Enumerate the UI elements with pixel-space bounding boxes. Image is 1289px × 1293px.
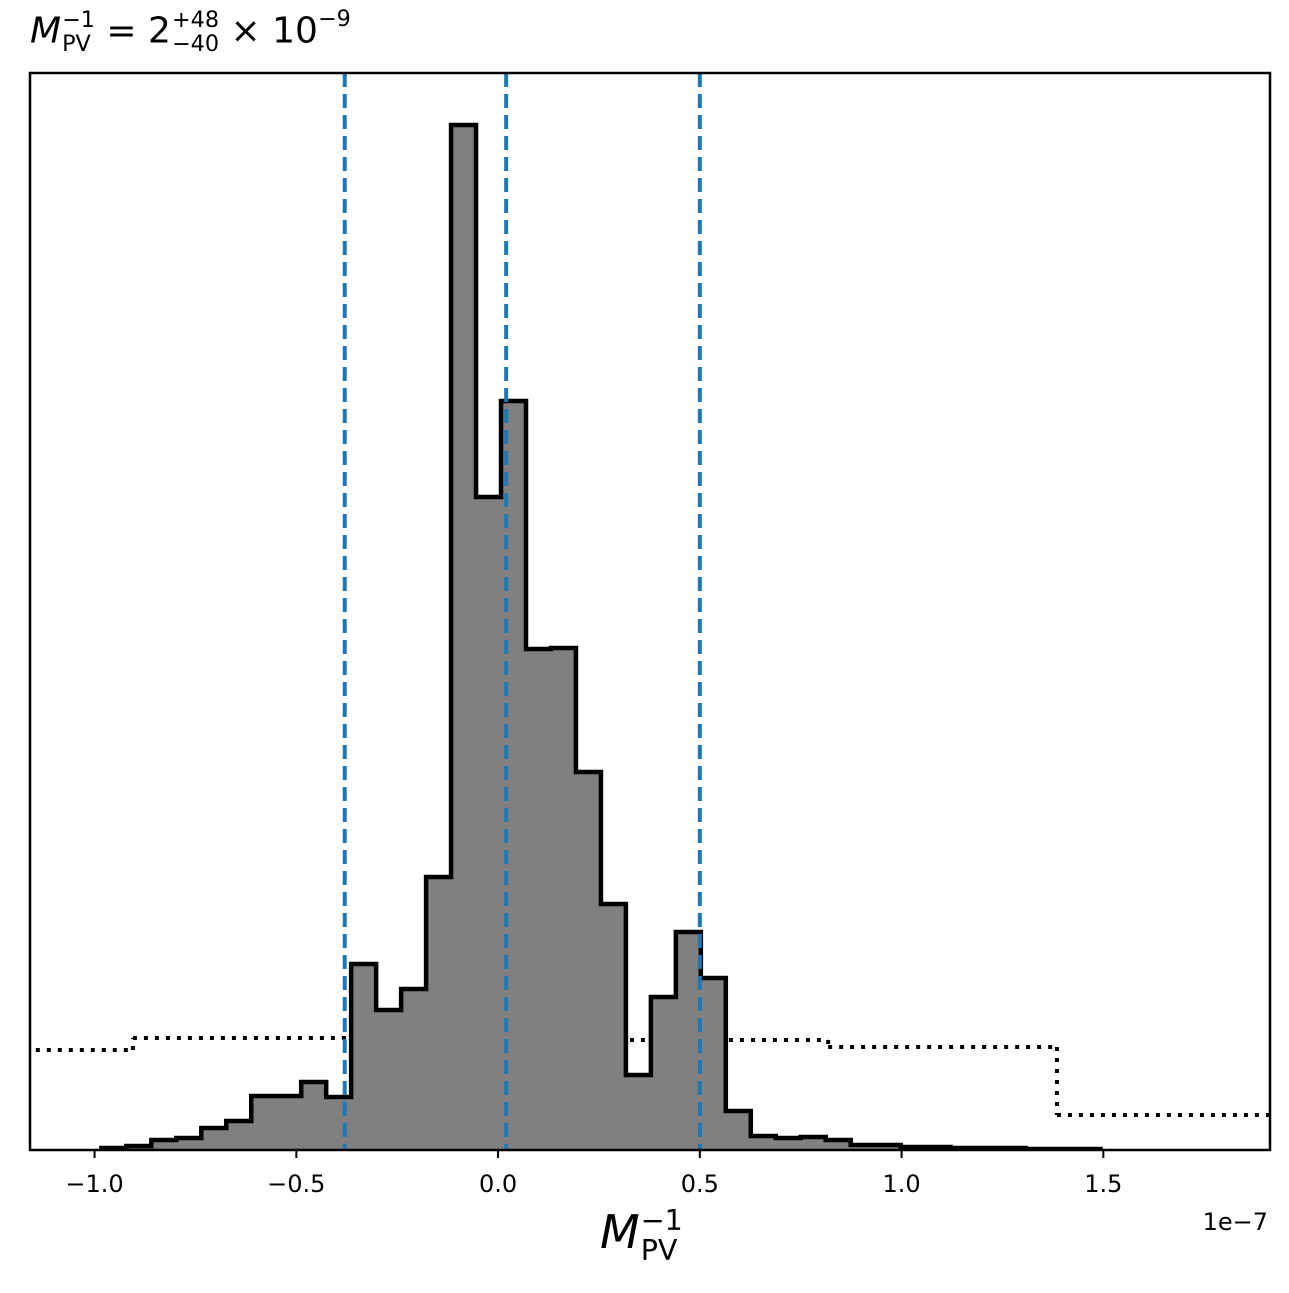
title-base: 10 <box>272 10 318 52</box>
axes-frame <box>28 71 1272 1152</box>
histogram-bar <box>151 1140 177 1150</box>
histogram-outline <box>99 122 1103 1150</box>
title-minus: −40 <box>171 30 220 57</box>
histogram-bar <box>176 1138 202 1150</box>
histogram-bar <box>376 1010 402 1150</box>
histogram-bar <box>426 877 452 1150</box>
x-tick-label: 0.0 <box>479 1170 517 1198</box>
histogram-bar <box>650 997 677 1150</box>
histogram-bar <box>326 1097 352 1150</box>
x-tick-label: −1.0 <box>65 1170 123 1198</box>
histogram-bar <box>226 1121 252 1150</box>
title-median: 2 <box>148 10 171 52</box>
histogram-bar <box>301 1082 327 1150</box>
histogram-bar <box>625 1075 652 1150</box>
xlabel-symbol: M <box>600 1205 640 1259</box>
histogram-bar <box>750 1136 777 1150</box>
histogram-bar <box>575 772 602 1150</box>
xlabel-sub: PV <box>640 1233 678 1267</box>
histogram-bar <box>875 1145 902 1150</box>
x-offset-label: 1e−7 <box>1203 1208 1268 1236</box>
title-times: × <box>230 10 261 52</box>
histogram-bar <box>351 964 377 1150</box>
histogram-bar <box>700 978 727 1150</box>
chart-title: M −1 PV = 2 +48 −40 × 10−9 <box>30 6 351 56</box>
xlabel-scripts: −1 PV <box>640 1203 683 1267</box>
histogram-bar <box>825 1140 852 1150</box>
histogram-bar <box>675 932 702 1150</box>
x-tick-label: 1.5 <box>1084 1170 1122 1198</box>
histogram-bar <box>276 1096 302 1150</box>
title-exponent: −9 <box>317 6 351 32</box>
histogram-bar <box>550 648 577 1150</box>
x-tick-label: 1.0 <box>883 1170 921 1198</box>
histogram-bar <box>451 125 477 1150</box>
title-scripts: −1 PV <box>62 7 95 57</box>
histogram-bar <box>201 1128 227 1150</box>
histogram-bar <box>401 989 427 1150</box>
plot-area <box>30 73 1270 1150</box>
histogram-bar <box>600 904 627 1150</box>
x-axis-label: M −1 PV <box>600 1205 683 1265</box>
histogram-bar <box>775 1138 802 1150</box>
x-tick-label: 0.5 <box>681 1170 719 1198</box>
histogram-bar <box>251 1096 277 1150</box>
histogram-bar <box>526 649 552 1150</box>
title-sub: PV <box>62 30 91 57</box>
title-plus: +48 <box>171 7 220 34</box>
x-tick-label: −0.5 <box>267 1170 325 1198</box>
histogram-bar <box>725 1111 752 1150</box>
xlabel-sup: −1 <box>640 1203 683 1237</box>
histogram-bar <box>800 1137 827 1150</box>
title-equals: = <box>106 10 137 52</box>
title-sup: −1 <box>62 7 95 34</box>
title-symbol: M <box>30 10 62 52</box>
histogram-bar <box>850 1145 877 1150</box>
histogram-bar <box>476 497 502 1150</box>
title-errors: +48 −40 <box>171 7 220 57</box>
